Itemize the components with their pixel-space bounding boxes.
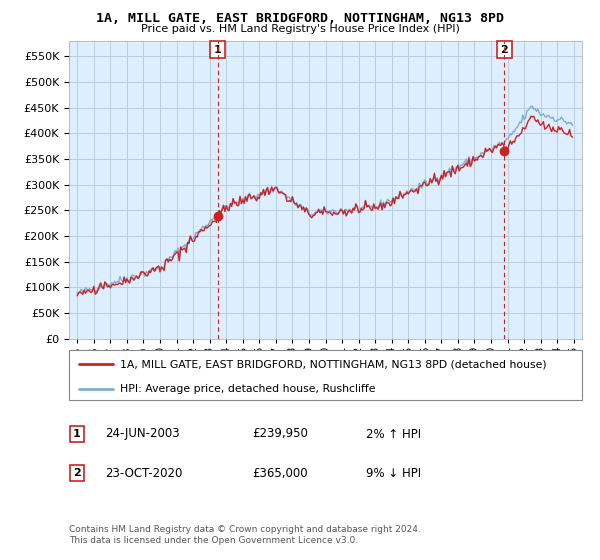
Text: 1A, MILL GATE, EAST BRIDGFORD, NOTTINGHAM, NG13 8PD: 1A, MILL GATE, EAST BRIDGFORD, NOTTINGHA… — [96, 12, 504, 25]
Text: Contains HM Land Registry data © Crown copyright and database right 2024.
This d: Contains HM Land Registry data © Crown c… — [69, 525, 421, 545]
Text: HPI: Average price, detached house, Rushcliffe: HPI: Average price, detached house, Rush… — [121, 384, 376, 394]
Text: £365,000: £365,000 — [252, 466, 308, 480]
Text: 1: 1 — [73, 429, 80, 439]
Text: Price paid vs. HM Land Registry's House Price Index (HPI): Price paid vs. HM Land Registry's House … — [140, 24, 460, 34]
Text: 1: 1 — [214, 45, 221, 55]
Text: 2: 2 — [500, 45, 508, 55]
Text: 23-OCT-2020: 23-OCT-2020 — [105, 466, 182, 480]
Text: 9% ↓ HPI: 9% ↓ HPI — [366, 466, 421, 480]
Text: 2: 2 — [73, 468, 80, 478]
Text: £239,950: £239,950 — [252, 427, 308, 441]
Text: 1A, MILL GATE, EAST BRIDGFORD, NOTTINGHAM, NG13 8PD (detached house): 1A, MILL GATE, EAST BRIDGFORD, NOTTINGHA… — [121, 359, 547, 369]
Text: 2% ↑ HPI: 2% ↑ HPI — [366, 427, 421, 441]
Text: 24-JUN-2003: 24-JUN-2003 — [105, 427, 179, 441]
